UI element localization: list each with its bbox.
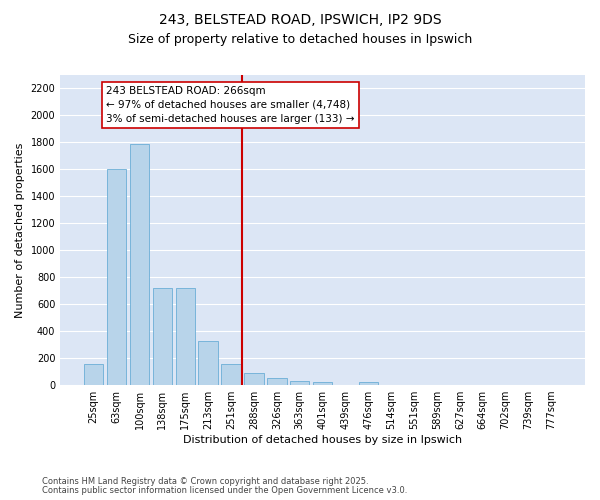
Bar xyxy=(359,382,378,385)
Text: 243, BELSTEAD ROAD, IPSWICH, IP2 9DS: 243, BELSTEAD ROAD, IPSWICH, IP2 9DS xyxy=(158,12,442,26)
Text: Size of property relative to detached houses in Ipswich: Size of property relative to detached ho… xyxy=(128,32,472,46)
Bar xyxy=(267,378,287,385)
Text: Contains public sector information licensed under the Open Government Licence v3: Contains public sector information licen… xyxy=(42,486,407,495)
X-axis label: Distribution of detached houses by size in Ipswich: Distribution of detached houses by size … xyxy=(183,435,462,445)
Bar xyxy=(244,373,263,385)
Bar xyxy=(176,288,195,385)
Text: Contains HM Land Registry data © Crown copyright and database right 2025.: Contains HM Land Registry data © Crown c… xyxy=(42,477,368,486)
Text: 243 BELSTEAD ROAD: 266sqm
← 97% of detached houses are smaller (4,748)
3% of sem: 243 BELSTEAD ROAD: 266sqm ← 97% of detac… xyxy=(106,86,355,124)
Bar xyxy=(84,364,103,385)
Bar xyxy=(107,170,127,385)
Bar xyxy=(221,364,241,385)
Bar xyxy=(290,381,310,385)
Bar xyxy=(199,342,218,385)
Bar xyxy=(152,288,172,385)
Bar xyxy=(313,382,332,385)
Y-axis label: Number of detached properties: Number of detached properties xyxy=(15,142,25,318)
Bar xyxy=(130,144,149,385)
